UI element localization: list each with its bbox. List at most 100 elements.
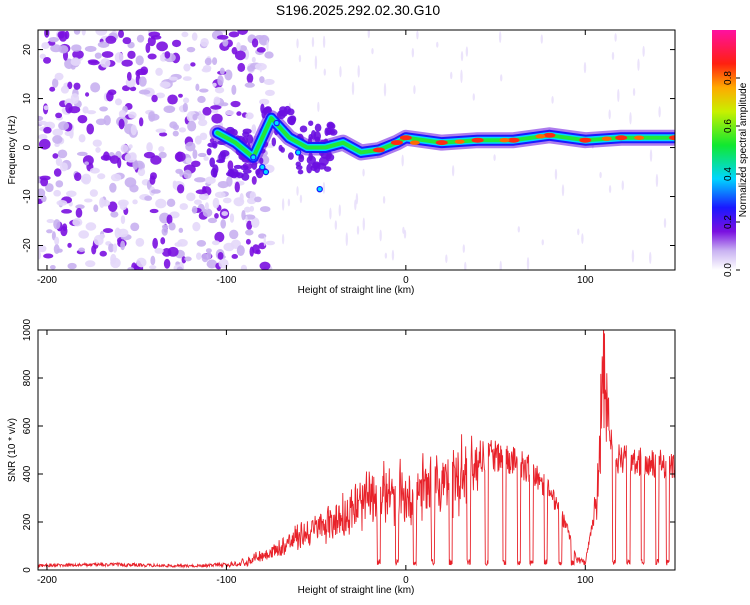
spectrogram-noise-blob (99, 197, 105, 208)
spectrogram-noise-blob (146, 142, 153, 153)
spectrogram-noise-blob (144, 195, 153, 201)
snr-x-ticks: -200 -100 0 100 (37, 330, 594, 586)
spectrogram-cluster-blob (242, 168, 252, 174)
spectrogram-noise-blob (174, 151, 186, 162)
spectrogram-noise-blob (236, 111, 242, 116)
spectrogram-noise-blob (137, 167, 146, 177)
spectrogram-noise-blob (182, 76, 192, 81)
ridge-hotspot (390, 140, 403, 146)
spectrogram-streak (355, 193, 359, 205)
spectrogram-noise-blob (122, 37, 132, 45)
spectrogram-noise-blob (101, 51, 114, 58)
spectrogram-noise-blob (183, 63, 191, 72)
x-tick-label: 100 (577, 275, 594, 286)
spectrogram-noise-blob (159, 81, 171, 88)
y-tick-label: 0 (22, 144, 33, 150)
spectrogram-noise-blob (251, 217, 260, 228)
spectrogram-streak (413, 85, 416, 95)
spectrogram-cluster-blob (306, 163, 313, 174)
spectrogram-noise-blob (177, 238, 188, 247)
spectrogram-noise-blob (95, 30, 108, 36)
spectrogram-noise-blob (249, 246, 254, 257)
spectrogram-streak (266, 39, 269, 51)
spectrogram-noise-blob (85, 92, 90, 97)
colorbar-tick-label: 0.4 (723, 167, 734, 181)
spectrogram-noise-blob (108, 201, 118, 212)
spectrogram-noise-blob (158, 132, 168, 137)
spectrogram-noise-blob (199, 88, 209, 93)
spectrogram-noise-blob (73, 82, 81, 90)
x-tick-label: 0 (403, 575, 409, 586)
spectrogram-noise-blob (55, 112, 63, 119)
ridge-hotspot (507, 137, 520, 143)
spectrogram-noise-blob (90, 82, 101, 93)
x-tick-label: 100 (577, 575, 594, 586)
spectrogram-noise-blob (124, 177, 137, 188)
spectrogram-noise-blob (179, 203, 189, 210)
ridge-hotspot (615, 135, 628, 141)
spectrogram-noise-blob (120, 144, 129, 153)
snr-frame (37, 329, 676, 571)
spectrogram-cluster-blob (278, 144, 283, 152)
spectrogram-streak (608, 185, 612, 194)
spectrogram-streak (642, 45, 645, 57)
spectrogram-noise-blob (155, 67, 163, 76)
colorbar-tick-label: 0.2 (723, 215, 734, 229)
spectrogram-noise-blob (217, 180, 229, 189)
spectrogram-streak (287, 198, 291, 207)
spectrogram-noise-blob (78, 134, 86, 143)
spectrogram-streak (462, 244, 465, 253)
spectrogram-noise-blob (119, 201, 128, 211)
y-tick-label: 800 (22, 369, 33, 386)
spectrogram-noise-blob (70, 58, 81, 66)
spectrogram-noise-blob (145, 42, 151, 54)
spectrogram-noise-blob (132, 199, 138, 205)
spectrogram-streak (464, 261, 467, 270)
spectrogram-noise-blob (202, 186, 207, 192)
ridge-hotspot (669, 135, 675, 141)
spectrogram-noise-blob (55, 180, 64, 188)
spectrogram-noise-blob (199, 132, 208, 141)
spectrogram-noise-blob (86, 110, 97, 115)
spectrogram-noise-blob (39, 175, 51, 181)
snr-marks (38, 330, 675, 569)
spectrogram-marks (38, 30, 675, 270)
y-tick-label: 20 (22, 44, 33, 56)
spectrogram-noise-blob (204, 176, 216, 185)
spectrogram-cluster-blob (227, 168, 234, 177)
spectrogram-noise-blob (192, 221, 201, 232)
spectrogram-noise-blob (198, 119, 208, 127)
spectrogram-noise-blob (97, 41, 110, 48)
spectrogram-noise-blob (120, 215, 126, 225)
spectrogram-noise-blob (138, 76, 147, 87)
spectrogram-cluster-blob (206, 148, 212, 156)
spectrogram-noise-blob (45, 183, 54, 193)
x-tick-label: -200 (37, 575, 57, 586)
spectrogram-noise-blob (197, 113, 206, 121)
ridge-point (250, 154, 257, 161)
spectrogram-streak (339, 66, 342, 78)
spectrogram-noise-blob (99, 233, 106, 239)
spectrogram-streak (583, 62, 587, 74)
y-tick-label: -20 (22, 238, 33, 253)
ridge-hotspot (601, 136, 612, 141)
spectrogram-noise-blob (200, 37, 209, 47)
ridge-hotspot (543, 132, 556, 138)
spectrogram-noise-blob (184, 256, 192, 262)
spectrogram-noise-blob (86, 123, 95, 135)
spectrogram-streak (614, 33, 617, 42)
spectrogram-noise-blob (55, 157, 63, 167)
spectrogram-noise-blob (181, 31, 189, 38)
spectrogram-streak (581, 233, 584, 245)
spectrogram-streak (526, 257, 530, 270)
spectrogram-noise-blob (191, 32, 198, 41)
spectrogram-noise-blob (76, 151, 88, 157)
spectrogram-cluster-blob (246, 134, 254, 144)
spectrogram-noise-blob (100, 58, 111, 68)
spectrogram-noise-blob (136, 257, 147, 268)
spectrogram-noise-blob (222, 197, 232, 204)
spectrogram-streak (631, 249, 635, 263)
spectrogram-noise-blob (251, 124, 257, 134)
spectrogram-noise-blob (213, 96, 221, 105)
